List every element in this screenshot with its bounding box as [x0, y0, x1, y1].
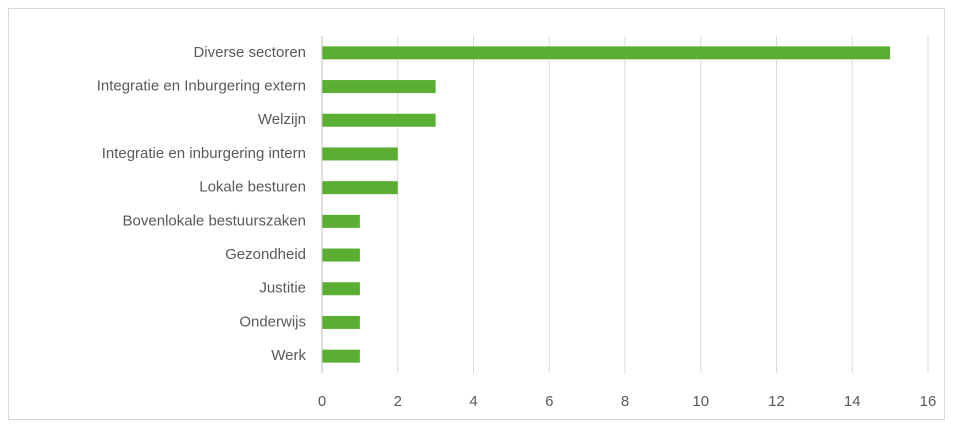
y-tick-label: Gezondheid	[225, 246, 306, 263]
y-tick-label: Welzijn	[258, 111, 306, 128]
bar	[322, 214, 360, 228]
bar	[322, 147, 398, 161]
x-tick-label: 14	[844, 393, 861, 410]
y-tick-label: Integratie en inburgering intern	[102, 145, 306, 162]
y-tick-label: Bovenlokale bestuurszaken	[123, 212, 306, 229]
y-tick-label: Diverse sectoren	[193, 44, 306, 61]
bar	[322, 282, 360, 296]
x-tick-label: 2	[394, 393, 402, 410]
x-tick-label: 8	[621, 393, 629, 410]
bar	[322, 181, 398, 195]
y-tick-label: Justitie	[259, 280, 306, 297]
x-tick-label: 4	[469, 393, 477, 410]
y-tick-label: Werk	[271, 347, 306, 364]
y-tick-label: Integratie en Inburgering extern	[97, 78, 306, 95]
x-tick-label: 6	[545, 393, 553, 410]
x-tick-label: 10	[692, 393, 709, 410]
bar	[322, 248, 360, 262]
bar	[322, 349, 360, 363]
chart-border	[8, 8, 945, 420]
bar	[322, 46, 891, 60]
bar	[322, 315, 360, 329]
bar	[322, 113, 436, 127]
x-tick-label: 0	[318, 393, 326, 410]
y-tick-label: Lokale besturen	[199, 179, 306, 196]
x-tick-label: 12	[768, 393, 785, 410]
bar	[322, 80, 436, 94]
x-tick-label: 16	[920, 393, 937, 410]
y-tick-label: Onderwijs	[239, 313, 306, 330]
